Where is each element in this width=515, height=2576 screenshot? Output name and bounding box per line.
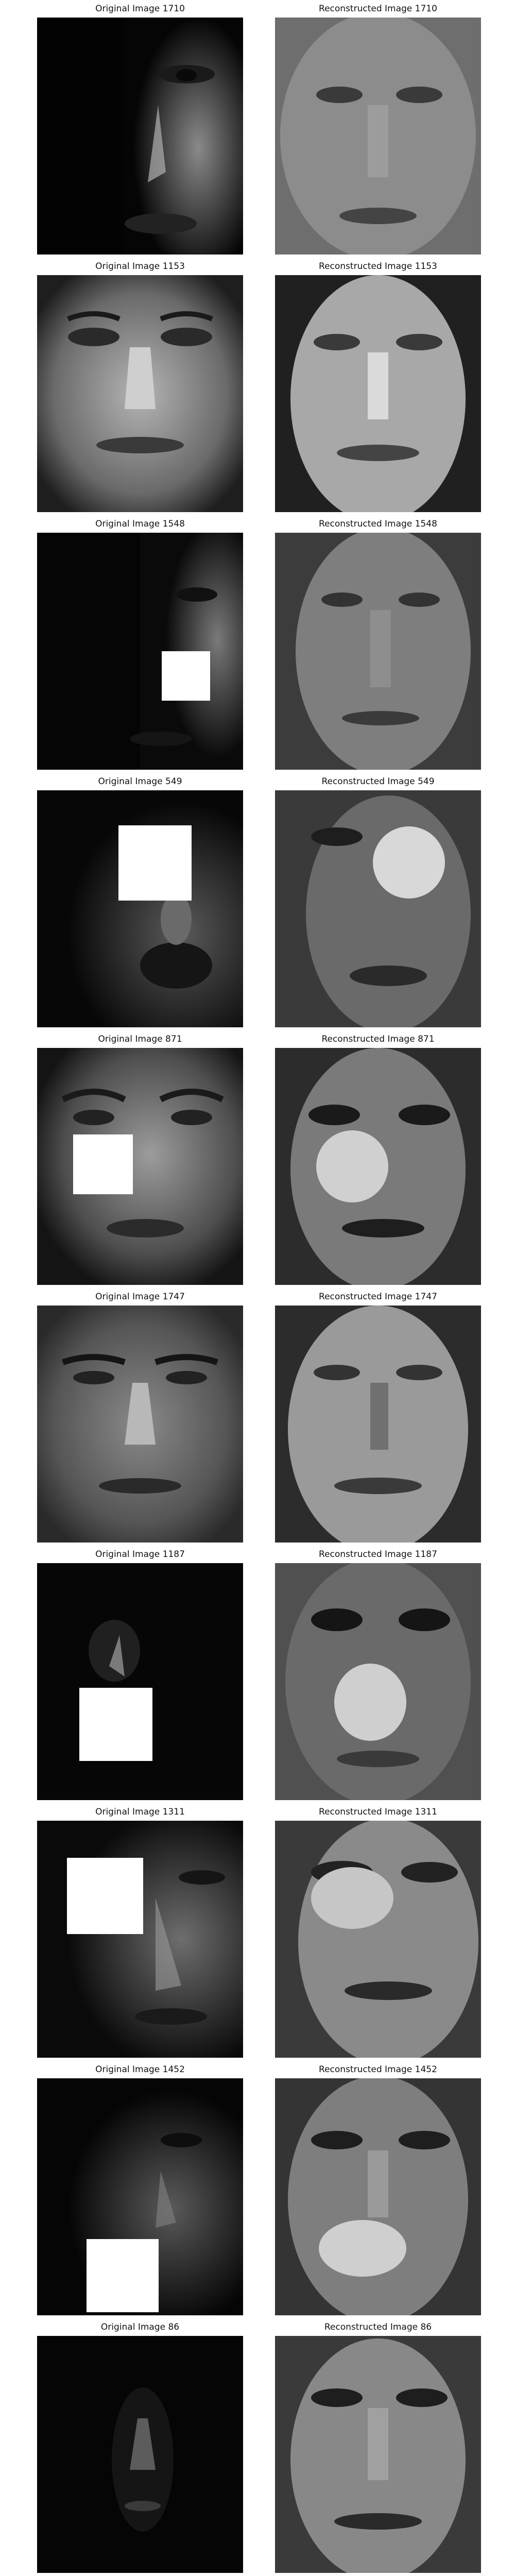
original-face-image — [37, 533, 243, 770]
reconstructed-face-image — [275, 1821, 481, 2058]
reconstructed-image-panel: Reconstructed Image 1747 — [275, 1289, 512, 1544]
reconstructed-image-panel: Reconstructed Image 1452 — [275, 2062, 512, 2317]
original-image-panel: Original Image 1710 — [37, 1, 274, 256]
reconstructed-image-title: Reconstructed Image 1187 — [319, 1549, 437, 1560]
reconstructed-image-panel: Reconstructed Image 1710 — [275, 1, 512, 256]
reconstructed-face-image — [275, 275, 481, 512]
face-photo — [37, 2336, 243, 2573]
original-image-title: Original Image 1747 — [95, 1292, 185, 1302]
original-face-image — [37, 1048, 243, 1285]
occlusion-patch — [67, 1858, 143, 1934]
reconstructed-image-title: Reconstructed Image 549 — [321, 776, 435, 787]
face-photo — [37, 533, 243, 770]
reconstructed-face-image — [275, 2078, 481, 2315]
face-photo — [37, 18, 243, 255]
face-reconstruction — [275, 18, 481, 255]
reconstructed-image-panel: Reconstructed Image 1548 — [275, 516, 512, 771]
original-face-image — [37, 2078, 243, 2315]
reconstructed-face-image — [275, 1048, 481, 1285]
reconstructed-face-image — [275, 2336, 481, 2573]
reconstructed-image-panel: Reconstructed Image 1187 — [275, 1547, 512, 1802]
original-face-image — [37, 275, 243, 512]
original-image-title: Original Image 1710 — [95, 4, 185, 14]
original-image-panel: Original Image 1747 — [37, 1289, 274, 1544]
reconstructed-image-panel: Reconstructed Image 549 — [275, 774, 512, 1029]
original-face-image — [37, 2336, 243, 2573]
original-image-title: Original Image 1187 — [95, 1549, 185, 1560]
reconstructed-image-title: Reconstructed Image 1311 — [319, 1807, 437, 1817]
reconstructed-image-panel: Reconstructed Image 871 — [275, 1031, 512, 1286]
face-reconstruction — [275, 2336, 481, 2573]
original-image-panel: Original Image 1187 — [37, 1547, 274, 1802]
reconstructed-image-title: Reconstructed Image 86 — [324, 2322, 432, 2332]
reconstructed-image-title: Reconstructed Image 1747 — [319, 1292, 437, 1302]
original-image-title: Original Image 871 — [98, 1034, 182, 1044]
face-photo — [37, 1048, 243, 1285]
face-photo — [37, 275, 243, 512]
face-reconstruction — [275, 2078, 481, 2315]
original-image-panel: Original Image 871 — [37, 1031, 274, 1286]
reconstructed-image-title: Reconstructed Image 1452 — [319, 2064, 437, 2075]
original-face-image — [37, 1821, 243, 2058]
face-photo — [37, 1821, 243, 2058]
reconstructed-image-panel: Reconstructed Image 1153 — [275, 259, 512, 514]
original-image-title: Original Image 1153 — [95, 261, 185, 272]
original-face-image — [37, 18, 243, 255]
original-image-panel: Original Image 1452 — [37, 2062, 274, 2317]
original-face-image — [37, 1563, 243, 1800]
original-image-title: Original Image 1548 — [95, 519, 185, 529]
occlusion-patch — [79, 1688, 152, 1761]
face-photo — [37, 1306, 243, 1543]
occlusion-patch — [118, 825, 192, 901]
occlusion-patch — [162, 651, 210, 701]
original-image-title: Original Image 1452 — [95, 2064, 185, 2075]
original-image-title: Original Image 86 — [100, 2322, 180, 2332]
original-image-panel: Original Image 1153 — [37, 259, 274, 514]
face-reconstruction — [275, 533, 481, 770]
face-reconstruction — [275, 1821, 481, 2058]
reconstructed-image-panel: Reconstructed Image 86 — [275, 2319, 512, 2574]
occlusion-patch — [73, 1134, 133, 1194]
reconstructed-image-panel: Reconstructed Image 1311 — [275, 1804, 512, 2059]
reconstructed-face-image — [275, 1306, 481, 1543]
face-reconstruction — [275, 1563, 481, 1800]
reconstructed-image-title: Reconstructed Image 871 — [321, 1034, 435, 1044]
original-image-title: Original Image 549 — [98, 776, 182, 787]
reconstructed-image-title: Reconstructed Image 1153 — [319, 261, 437, 272]
reconstructed-face-image — [275, 1563, 481, 1800]
original-image-panel: Original Image 86 — [37, 2319, 274, 2574]
face-photo — [37, 790, 243, 1027]
face-photo — [37, 1563, 243, 1800]
reconstructed-face-image — [275, 790, 481, 1027]
original-face-image — [37, 1306, 243, 1543]
face-reconstruction — [275, 790, 481, 1027]
face-reconstruction — [275, 275, 481, 512]
face-reconstruction — [275, 1048, 481, 1285]
reconstructed-face-image — [275, 533, 481, 770]
original-image-title: Original Image 1311 — [95, 1807, 185, 1817]
occlusion-patch — [87, 2239, 159, 2312]
reconstructed-face-image — [275, 18, 481, 255]
original-image-panel: Original Image 1311 — [37, 1804, 274, 2059]
original-image-panel: Original Image 1548 — [37, 516, 274, 771]
face-reconstruction — [275, 1306, 481, 1543]
original-image-panel: Original Image 549 — [37, 774, 274, 1029]
reconstructed-image-title: Reconstructed Image 1710 — [319, 4, 437, 14]
original-face-image — [37, 790, 243, 1027]
reconstructed-image-title: Reconstructed Image 1548 — [319, 519, 437, 529]
